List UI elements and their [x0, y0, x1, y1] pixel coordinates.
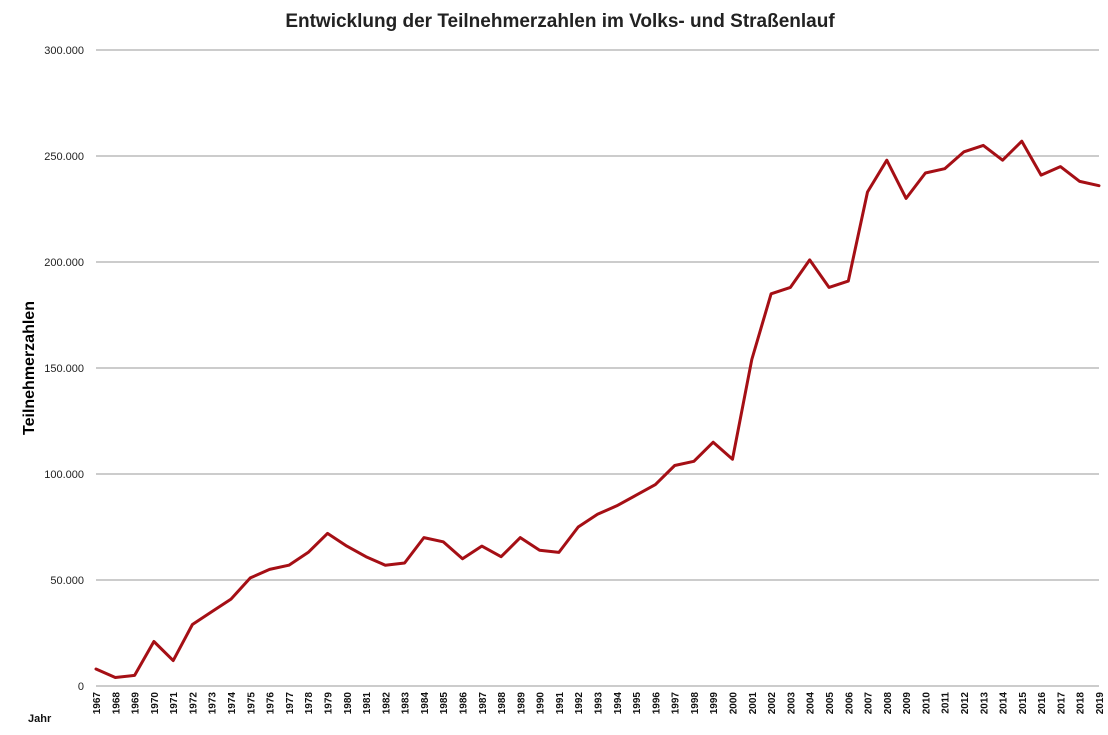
y-tick-label: 50.000 [50, 575, 84, 587]
x-tick-label: 1990 [536, 692, 547, 715]
x-tick-label: 1993 [594, 692, 605, 715]
x-tick-label: 1978 [304, 692, 315, 715]
x-axis-label: Jahr [28, 713, 52, 725]
x-tick-label: 2015 [1018, 692, 1029, 715]
x-tick-label: 1973 [208, 692, 219, 715]
x-tick-label: 1974 [227, 692, 238, 715]
x-tick-label: 1981 [362, 692, 373, 715]
x-tick-label: 2005 [825, 692, 836, 715]
x-tick-label: 1989 [516, 692, 527, 715]
x-tick-label: 2000 [729, 692, 740, 715]
y-tick-label: 0 [78, 681, 84, 693]
series-line [94, 139, 1101, 679]
x-tick-label: 2009 [902, 692, 913, 715]
x-tick-label: 1968 [111, 692, 122, 715]
x-tick-label: 1982 [381, 692, 392, 715]
x-tick-label: 1979 [323, 692, 334, 715]
series-group [94, 139, 1101, 679]
x-tick-label: 1971 [169, 692, 180, 715]
x-tick-label: 2011 [941, 692, 952, 714]
chart-title: Entwicklung der Teilnehmerzahlen im Volk… [285, 11, 835, 32]
x-tick-label: 2010 [921, 692, 932, 715]
x-tick-label: 1986 [458, 692, 469, 715]
x-tick-label: 1984 [420, 692, 431, 715]
y-tick-label: 200.000 [44, 257, 84, 269]
y-axis-label: Teilnehmerzahlen [21, 301, 38, 435]
x-tick-label: 1991 [555, 692, 566, 715]
x-tick-label: 2017 [1056, 692, 1067, 715]
x-tick-label: 1998 [690, 692, 701, 715]
x-tick-label: 1996 [651, 692, 662, 715]
x-axis-ticks: 1967 1968 1969 1970 1971 1972 1973 1974 1975 1976… [92, 692, 1106, 715]
x-tick-label: 1987 [478, 692, 489, 715]
x-tick-label: 1995 [632, 692, 643, 715]
y-tick-label: 150.000 [44, 363, 84, 375]
x-tick-label: 2003 [786, 692, 797, 715]
x-tick-label: 1972 [188, 692, 199, 715]
x-tick-label: 1992 [574, 692, 585, 715]
x-tick-label: 1994 [613, 692, 624, 715]
x-tick-label: 2007 [864, 692, 875, 715]
x-tick-label: 2004 [806, 692, 817, 715]
x-tick-label: 1967 [92, 692, 103, 715]
y-axis-ticks: 0 50.000 100.000 150.000 200.000 250.000 300.0… [44, 45, 84, 693]
x-tick-label: 1997 [671, 692, 682, 715]
x-tick-label: 1988 [497, 692, 508, 715]
x-tick-label: 2016 [1037, 692, 1048, 715]
x-tick-label: 1999 [709, 692, 720, 715]
x-tick-label: 2008 [883, 692, 894, 715]
x-tick-label: 1976 [266, 692, 277, 715]
x-tick-label: 1977 [285, 692, 296, 715]
x-tick-label: 2012 [960, 692, 971, 715]
x-tick-label: 1969 [131, 692, 142, 715]
x-tick-label: 2018 [1076, 692, 1087, 715]
x-tick-label: 2019 [1095, 692, 1106, 715]
x-tick-label: 2013 [979, 692, 990, 715]
x-tick-label: 1983 [401, 692, 412, 715]
x-tick-label: 1980 [343, 692, 354, 715]
x-tick-label: 2006 [844, 692, 855, 715]
x-tick-label: 2014 [999, 692, 1010, 715]
x-tick-label: 1985 [439, 692, 450, 715]
y-tick-label: 100.000 [44, 469, 84, 481]
x-tick-label: 2001 [748, 692, 759, 715]
y-tick-label: 300.000 [44, 45, 84, 57]
y-tick-label: 250.000 [44, 151, 84, 163]
x-tick-label: 1970 [150, 692, 161, 715]
x-tick-label: 2002 [767, 692, 778, 715]
x-tick-label: 1975 [246, 692, 257, 715]
gridlines [96, 49, 1099, 687]
